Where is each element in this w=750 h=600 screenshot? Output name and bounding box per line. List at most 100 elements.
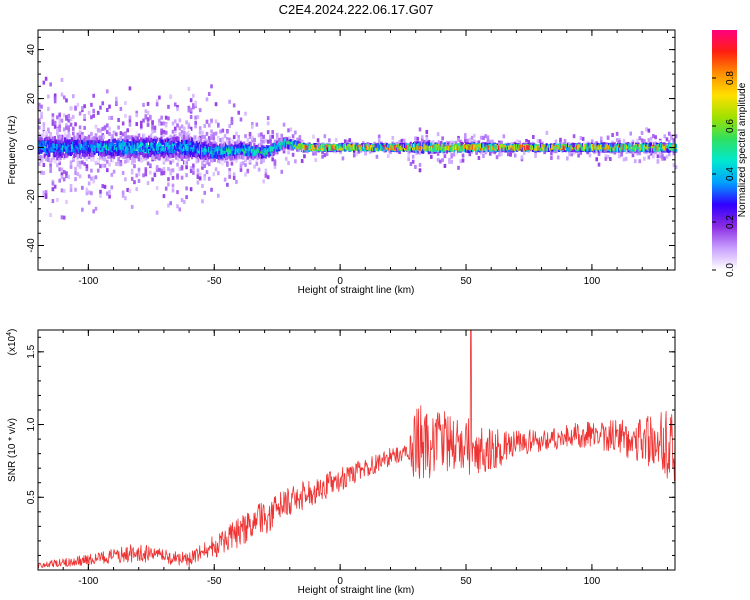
- spectrogram-cell: [568, 141, 571, 147]
- spectrogram-cell: [258, 153, 262, 158]
- spectrogram-cell: [38, 106, 41, 111]
- spectrogram-cell: [322, 146, 325, 151]
- spectrogram-cell: [42, 146, 45, 151]
- spectrogram-cell: [60, 143, 63, 148]
- spectrogram-cell: [146, 110, 150, 115]
- spectrogram-cell: [627, 142, 630, 147]
- spectrogram-cell: [425, 137, 429, 142]
- spectrogram-cell: [280, 169, 284, 174]
- spectrogram-cell: [282, 137, 285, 142]
- spectrogram-cell: [280, 143, 283, 149]
- spectrogram-cell: [418, 150, 421, 155]
- spectrogram-cell: [645, 150, 648, 155]
- spectrogram-cell: [99, 164, 102, 169]
- spectrogram-cell: [638, 151, 642, 156]
- spectrogram-cell: [77, 141, 80, 146]
- spectrogram-cell: [204, 158, 207, 164]
- spectrogram-cell: [105, 149, 109, 154]
- spectrogram-cell: [124, 142, 127, 147]
- spectrogram-cell: [110, 142, 113, 147]
- spectrogram-cell: [483, 144, 486, 149]
- spectrogram-cell: [180, 150, 183, 155]
- spectrogram-cell: [389, 144, 392, 149]
- spectrogram-cell: [448, 145, 451, 151]
- spectrogram-cell: [126, 187, 129, 192]
- spectrogram-cell: [569, 147, 572, 153]
- spectrogram-cell: [78, 163, 82, 168]
- spectrogram-cell: [99, 128, 102, 133]
- spectrogram-cell: [652, 134, 655, 139]
- spectrogram-cell: [227, 148, 230, 154]
- spectrogram-cell: [269, 135, 272, 140]
- spectrogram-cell: [139, 158, 143, 163]
- spectrogram-cell: [87, 154, 91, 159]
- spectrogram-cell: [300, 143, 304, 148]
- spectrogram-cell: [50, 142, 53, 148]
- spectrogram-cell: [50, 157, 53, 162]
- spectrogram-cell: [318, 143, 322, 148]
- spectrogram-cell: [352, 142, 356, 147]
- spectrogram-cell: [222, 146, 225, 151]
- spectrogram-cell: [189, 115, 193, 120]
- spectrogram-cell: [172, 134, 176, 140]
- spectrogram-cell: [271, 134, 274, 139]
- spectrogram-cell: [599, 144, 603, 150]
- spectrogram-cell: [108, 131, 111, 136]
- spectrogram-cell: [593, 143, 596, 148]
- spectrogram-cell: [467, 148, 470, 153]
- spectrogram-cell: [427, 149, 430, 154]
- spectrogram-cell: [553, 143, 556, 148]
- spectrogram-cell: [392, 146, 395, 151]
- spectrogram-cell: [561, 148, 564, 153]
- spectrogram-cell: [269, 138, 272, 143]
- spectrogram-cell: [294, 159, 297, 164]
- spectrogram-cell: [87, 200, 91, 205]
- spectrogram-cell: [323, 147, 326, 152]
- spectrogram-cell: [437, 140, 441, 145]
- spectrogram-cell: [78, 153, 81, 159]
- spectrogram-cell: [81, 207, 84, 212]
- spectrogram-cell: [543, 146, 546, 151]
- spectrogram-cell: [139, 140, 143, 146]
- spectrogram-cell: [51, 116, 55, 121]
- spectrogram-cell: [43, 140, 46, 146]
- spectrogram-cell: [167, 203, 170, 208]
- spectrogram-cell: [594, 147, 597, 153]
- spectrogram-cell: [529, 142, 532, 147]
- spectrogram-cell: [167, 145, 170, 151]
- spectrogram-cell: [71, 94, 75, 99]
- spectrogram-cell: [169, 160, 173, 165]
- spectrogram-cell: [143, 154, 146, 159]
- spectrogram-cell: [58, 127, 61, 132]
- spectrogram-cell: [428, 145, 432, 151]
- spectrogram-cell: [554, 139, 558, 144]
- spectrogram-cell: [558, 147, 561, 153]
- spectrogram-cell: [251, 122, 254, 127]
- spectrogram-cell: [164, 146, 168, 151]
- spectrogram-cell: [109, 147, 112, 153]
- spectrogram-cell: [48, 140, 51, 145]
- spectrogram-cell: [103, 163, 107, 168]
- spectrogram-cell: [196, 175, 200, 180]
- spectrogram-cell: [520, 144, 523, 150]
- spectrogram-cell: [130, 160, 134, 165]
- spectrogram-cell: [110, 115, 114, 120]
- spectrogram-cell: [207, 136, 211, 141]
- spectrogram-cell: [649, 136, 653, 141]
- spectrogram-cell: [105, 168, 109, 173]
- spectrogram-cell: [279, 144, 282, 150]
- spectrogram-cell: [245, 143, 248, 148]
- spectrogram-cell: [172, 150, 176, 156]
- spectrogram-cell: [426, 147, 429, 152]
- spectrogram-cell: [244, 163, 247, 168]
- spectrogram-cell: [535, 146, 538, 151]
- spectrogram-cell: [221, 150, 224, 155]
- spectrogram-cell: [205, 131, 209, 136]
- spectrogram-cell: [59, 143, 62, 148]
- spectrogram-cell: [76, 155, 79, 160]
- spectrogram-cell: [181, 141, 185, 146]
- spectrogram-cell: [51, 181, 55, 186]
- spectrogram-cell: [368, 149, 372, 154]
- spectrogram-cell: [119, 131, 123, 136]
- spectrogram-cell: [505, 145, 509, 151]
